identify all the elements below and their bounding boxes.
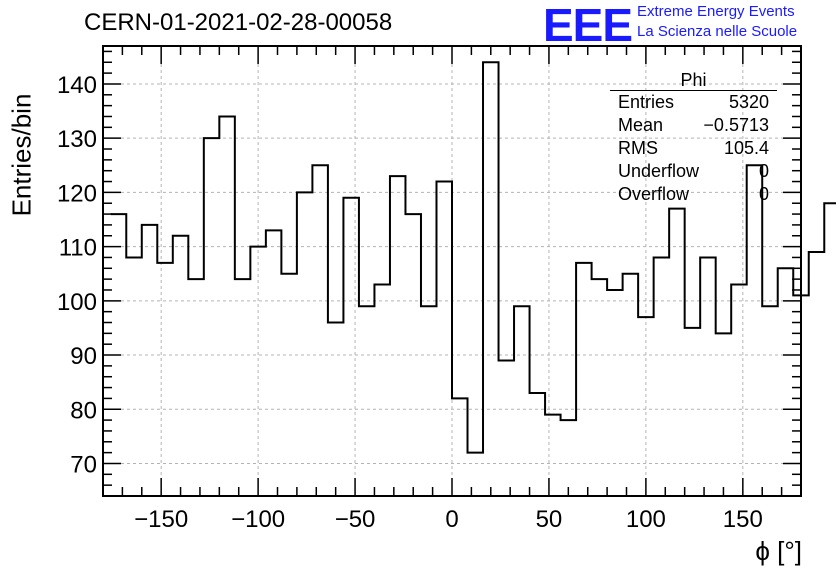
stats-key: RMS	[618, 138, 658, 158]
y-tick-label: 120	[57, 180, 97, 207]
y-axis-label: Entries/bin	[2, 94, 42, 217]
y-tick-label: 100	[57, 289, 97, 316]
stats-value: 105.4	[723, 138, 769, 158]
y-tick-label: 110	[59, 235, 97, 262]
logo-caption: Extreme Energy Events La Scienza nelle S…	[637, 2, 797, 42]
eee-logo: EEE	[543, 0, 633, 51]
stats-key: Entries	[618, 92, 675, 112]
stats-box: Phi Entries 5320 Mean −0.5713 RMS 105.4 Und…	[610, 70, 777, 206]
stats-value: 0	[758, 161, 769, 181]
logo-caption-line1: Extreme Energy Events	[637, 3, 795, 20]
stats-value: −0.5713	[703, 115, 769, 135]
stats-value: 0	[758, 184, 769, 204]
stats-key: Overflow	[618, 184, 690, 204]
y-tick-label: 90	[70, 343, 97, 370]
x-tick-label: 100	[626, 506, 666, 533]
x-tick-label: 50	[536, 506, 563, 533]
stats-value: 5320	[728, 92, 769, 112]
x-tick-label: −100	[231, 506, 285, 533]
y-tick-label: 80	[70, 397, 97, 424]
y-axis-label-text: Entries/bin	[6, 93, 37, 217]
histogram-line	[110, 61, 836, 454]
axis-ticks	[103, 46, 801, 496]
stats-key: Mean	[618, 115, 664, 135]
stats-row: Overflow 0	[610, 183, 777, 206]
stats-row: Mean −0.5713	[610, 114, 777, 137]
x-tick-label: 0	[445, 506, 458, 533]
stats-row: RMS 105.4	[610, 137, 777, 160]
x-axis-label: ϕ [°]	[755, 536, 802, 566]
chart-title: CERN-01-2021-02-28-00058	[84, 9, 393, 36]
x-tick-label: 150	[723, 506, 763, 533]
stats-row: Entries 5320	[610, 91, 777, 114]
y-tick-label: 70	[70, 451, 97, 478]
x-tick-label: −150	[134, 506, 188, 533]
tick-labels: −150 −100 −50 0 50 100 150 70 80 90 100 110 120 130 14…	[57, 72, 763, 533]
logo-caption-line2: La Scienza nelle Scuole	[637, 23, 798, 40]
stats-box-title: Phi	[610, 70, 777, 91]
stats-key: Underflow	[618, 161, 700, 181]
stats-row: Underflow 0	[610, 160, 777, 183]
x-tick-label: −50	[335, 506, 376, 533]
y-tick-label: 130	[57, 126, 97, 153]
y-tick-label: 140	[57, 72, 97, 99]
